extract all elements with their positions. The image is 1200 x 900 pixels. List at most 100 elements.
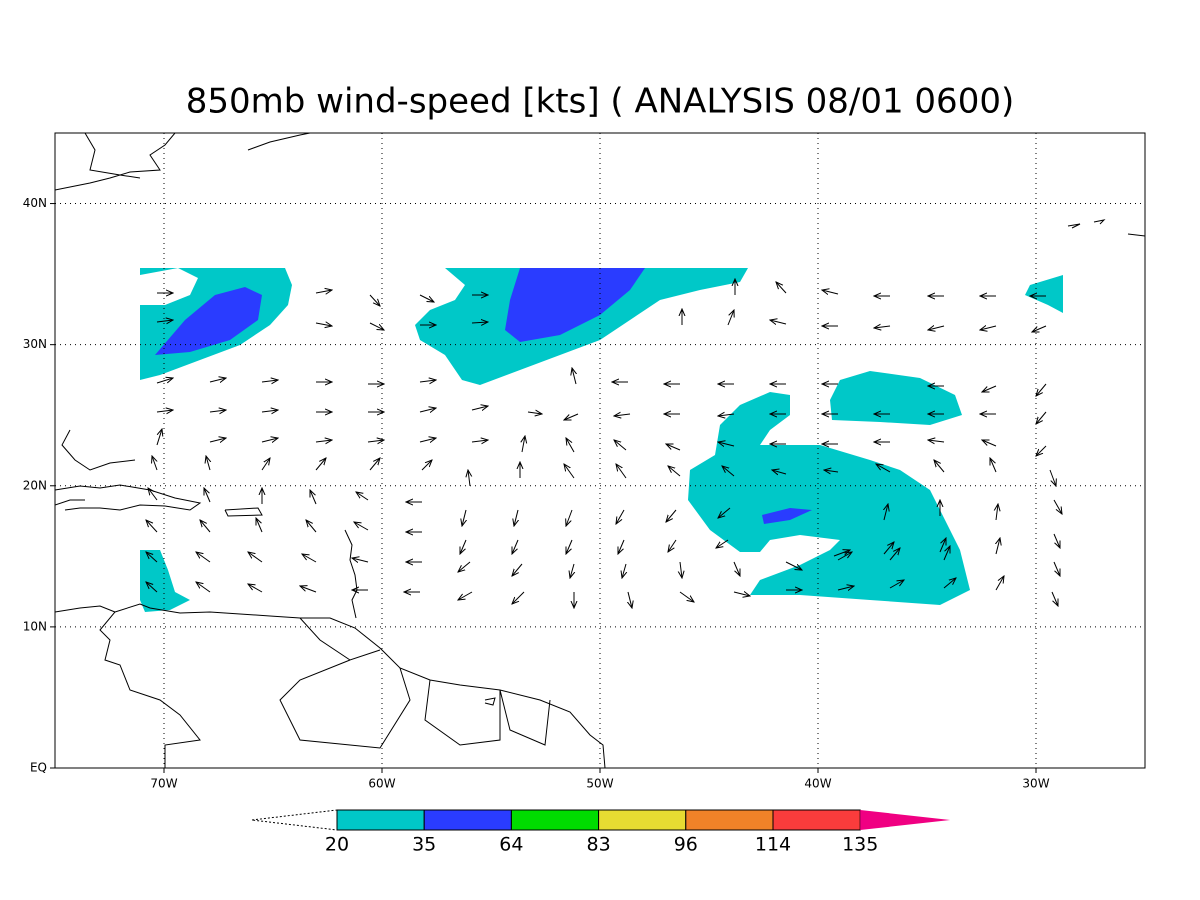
wind-arrow	[928, 326, 945, 330]
colorbar-label: 64	[499, 834, 523, 856]
wind-arrow	[733, 592, 750, 596]
wind-arrow	[772, 470, 787, 474]
coastline	[299, 617, 381, 661]
wind-arrow	[718, 414, 735, 416]
wind-arrow	[514, 509, 518, 526]
wind-arrow	[833, 550, 850, 557]
wind-arrow	[196, 582, 211, 593]
coastline	[1067, 223, 1081, 229]
wind-arrow	[471, 406, 488, 410]
wind-arrow	[572, 368, 576, 385]
wind-arrow	[614, 414, 631, 416]
wind-arrow	[982, 440, 997, 447]
wind-arrow	[315, 290, 332, 293]
wind-arrow	[666, 444, 681, 451]
wind-arrow	[148, 488, 158, 501]
shading	[762, 508, 812, 524]
wind-arrow	[628, 591, 632, 608]
coastline	[55, 499, 85, 506]
wind-arrow	[369, 458, 380, 471]
colorbar-label: 135	[842, 834, 878, 856]
colorbar-label: 35	[412, 834, 436, 856]
wind-arrow	[152, 456, 157, 471]
wind-arrow	[668, 466, 681, 477]
shading	[1025, 275, 1063, 313]
coastline	[84, 133, 141, 179]
x-tick-label: 50W	[586, 777, 613, 791]
y-tick-label: 10N	[23, 619, 47, 633]
y-tick-label: 40N	[23, 196, 47, 210]
wind-arrow	[996, 504, 998, 521]
wind-arrow	[248, 552, 263, 563]
wind-arrow	[889, 548, 900, 561]
wind-arrow	[421, 460, 432, 471]
wind-arrow	[300, 586, 317, 593]
wind-arrow	[680, 561, 682, 578]
coastline	[55, 133, 176, 191]
y-tick-label: 20N	[23, 478, 47, 492]
axes: 70W 60W 50W 40W 30W 40N 30N 20N 10N EQ	[23, 133, 1145, 791]
wind-arrow	[419, 380, 436, 382]
wind-arrow	[468, 470, 470, 487]
wind-arrow	[146, 552, 158, 563]
wind-arrow	[718, 507, 731, 518]
x-tick-label: 30W	[1022, 777, 1049, 791]
colorbar-box	[510, 809, 600, 831]
wind-arrow	[458, 561, 471, 572]
x-tick-label: 70W	[150, 777, 177, 791]
wind-arrow	[315, 458, 326, 471]
wind-arrow	[310, 490, 317, 505]
coastline	[55, 605, 201, 768]
wind-arrow	[261, 410, 278, 412]
wind-arrow	[209, 410, 226, 412]
wind-arrow	[668, 539, 677, 552]
wind-arrow	[315, 440, 332, 442]
wind-arrow	[352, 558, 369, 562]
shading	[140, 268, 198, 305]
wind-arrow	[206, 456, 210, 471]
colorbar-label: 20	[325, 834, 349, 856]
wind-arrow	[156, 429, 162, 446]
shading	[155, 287, 262, 355]
wind-arrow	[512, 539, 519, 554]
map-title: 850mb wind-speed [kts] ( ANALYSIS 08/01 …	[186, 82, 1014, 122]
wind-arrow	[824, 470, 839, 472]
wind-arrow	[156, 320, 173, 322]
wind-arrow	[315, 323, 332, 326]
coastline	[247, 133, 311, 151]
wind-arrow	[770, 320, 787, 324]
colorbar-high-arrow	[860, 810, 951, 830]
wind-arrow	[354, 522, 369, 531]
colorbar-label: 114	[755, 834, 791, 856]
wind-arrow	[512, 563, 523, 576]
wind-arrow	[367, 440, 384, 442]
wind-arrow	[1049, 469, 1056, 486]
wind-arrow	[527, 412, 542, 414]
wind-arrow	[419, 438, 436, 442]
wind-arrow	[883, 542, 894, 555]
coastline	[1127, 233, 1145, 237]
wind-arrow	[874, 326, 891, 328]
wind-arrow	[248, 584, 263, 593]
wind-arrow	[666, 509, 677, 522]
wind-arrow	[458, 591, 473, 600]
wind-arrow	[156, 410, 173, 412]
wind-arrow	[256, 518, 263, 533]
coastline	[424, 679, 501, 746]
wind-arrow	[889, 580, 904, 589]
wind-arrow	[943, 578, 956, 589]
colorbar: 20 35 64 83 96 114 135	[251, 809, 951, 856]
wind-arrow	[722, 466, 735, 477]
wind-arrow	[419, 408, 436, 412]
wind-arrow	[837, 586, 854, 590]
coastline	[344, 529, 358, 619]
wind-arrow	[460, 539, 467, 554]
wind-arrow	[156, 378, 173, 384]
wind-arrow	[306, 520, 317, 533]
coastline	[55, 484, 202, 511]
wind-arrow	[209, 378, 226, 382]
wind-arrow	[471, 440, 488, 442]
wind-arrow	[419, 294, 434, 302]
wind-arrow	[995, 576, 1004, 591]
wind-arrow	[727, 310, 734, 326]
